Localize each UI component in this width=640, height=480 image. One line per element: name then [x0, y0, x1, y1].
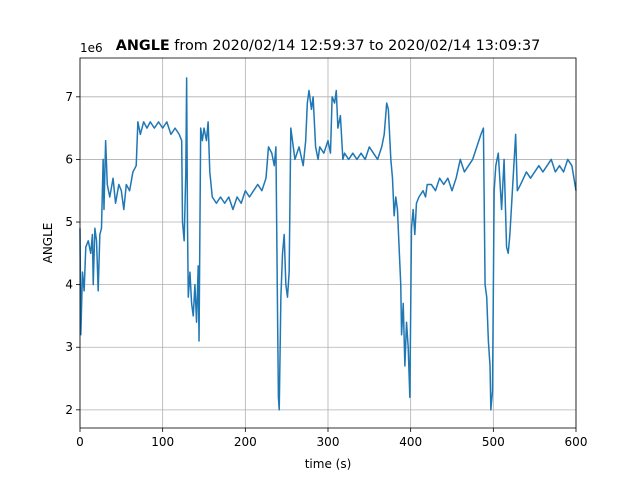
data-line	[79, 77, 577, 411]
x-tick-label: 500	[482, 435, 505, 449]
chart-title: ANGLE from 2020/02/14 12:59:37 to 2020/0…	[116, 38, 541, 54]
x-axis-label: time (s)	[305, 457, 352, 471]
y-axis-label: ANGLE	[41, 223, 55, 264]
x-tick-label: 300	[317, 435, 340, 449]
y-tick-label: 6	[65, 152, 73, 166]
title-rest: from 2020/02/14 12:59:37 to 2020/02/14 1…	[174, 38, 540, 54]
y-tick-label: 3	[65, 340, 73, 354]
y-tick-label: 5	[65, 215, 73, 229]
y-tick-label: 2	[65, 403, 73, 417]
y-tick-label: 4	[65, 278, 73, 292]
x-tick-label: 100	[151, 435, 174, 449]
plot-frame	[79, 57, 577, 429]
y-offset-label: 1e6	[80, 41, 103, 55]
y-tick-label: 7	[65, 90, 73, 104]
x-tick-label: 0	[76, 435, 84, 449]
title-bold: ANGLE	[116, 38, 170, 54]
x-tick-label: 400	[399, 435, 422, 449]
x-tick-label: 600	[565, 435, 588, 449]
x-tick-label: 200	[234, 435, 257, 449]
